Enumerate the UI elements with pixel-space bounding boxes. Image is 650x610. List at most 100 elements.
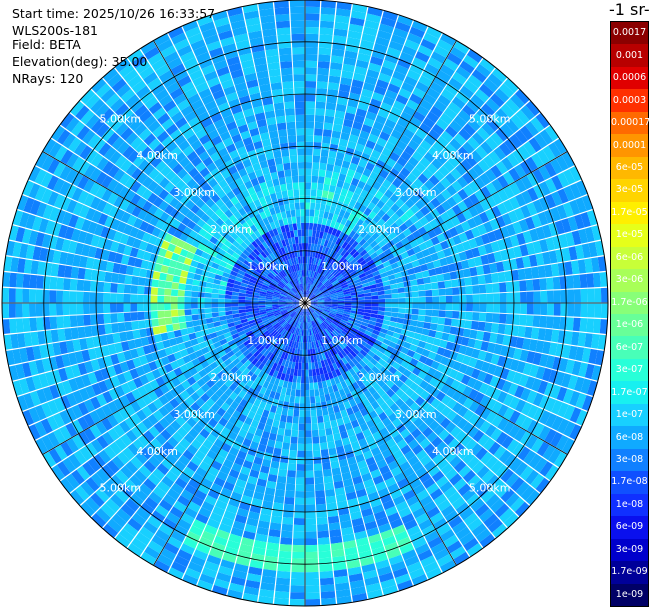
ppi-gate xyxy=(56,303,64,316)
ppi-gate xyxy=(322,232,328,240)
ppi-gate xyxy=(514,164,527,178)
ppi-gate xyxy=(336,311,344,316)
ppi-gate xyxy=(307,249,311,257)
ppi-gate xyxy=(381,125,394,136)
ppi-gate xyxy=(333,192,340,201)
ppi-gate xyxy=(359,259,367,267)
ppi-gate xyxy=(383,235,392,244)
ppi-gate xyxy=(211,303,219,308)
ppi-gate xyxy=(540,290,548,303)
ppi-gate xyxy=(305,290,307,297)
ppi-gate xyxy=(63,315,71,328)
ppi-gate xyxy=(305,20,320,28)
ppi-gate xyxy=(258,303,266,306)
ppi-gate xyxy=(516,360,526,374)
ppi-gate xyxy=(408,325,417,333)
ppi-gate xyxy=(423,151,436,163)
ppi-gate xyxy=(437,94,451,107)
ppi-gate xyxy=(512,280,520,292)
ppi-gate xyxy=(381,222,390,232)
ppi-gate xyxy=(296,376,301,384)
ppi-gate xyxy=(580,303,588,318)
ppi-gate xyxy=(472,312,480,321)
ppi-gate xyxy=(400,251,409,260)
ppi-gate xyxy=(430,344,439,354)
ppi-gate xyxy=(426,163,438,175)
ppi-gate xyxy=(384,265,393,272)
ppi-gate xyxy=(498,142,512,157)
ppi-gate xyxy=(491,178,503,192)
ppi-gate xyxy=(301,376,305,384)
ppi-gate xyxy=(344,219,352,228)
ppi-gate xyxy=(311,264,316,272)
ppi-gate xyxy=(349,286,357,291)
ppi-gate xyxy=(388,257,397,265)
ppi-gate xyxy=(312,229,317,238)
ppi-gate xyxy=(452,295,460,303)
ppi-gate xyxy=(204,308,212,314)
ppi-gate xyxy=(324,304,332,306)
ppi-gate xyxy=(306,290,308,298)
ppi-gate xyxy=(312,223,318,231)
ppi-gate xyxy=(341,70,354,80)
ppi-gate xyxy=(407,331,416,338)
ppi-gate xyxy=(532,352,542,366)
ppi-gate xyxy=(331,228,338,236)
ppi-gate xyxy=(449,326,458,335)
ppi-gate xyxy=(327,286,335,291)
ppi-gate xyxy=(197,292,205,298)
ppi-gate xyxy=(566,317,574,331)
ppi-gate xyxy=(341,284,349,289)
ppi-gate xyxy=(403,318,411,326)
ppi-gate xyxy=(286,476,296,485)
ppi-gate xyxy=(364,75,378,86)
ppi-gate xyxy=(497,355,507,367)
ppi-gate xyxy=(186,272,195,280)
ppi-gate xyxy=(357,311,365,316)
ppi-gate xyxy=(492,283,500,293)
ppi-gate xyxy=(533,291,541,303)
ppi-gate xyxy=(464,249,474,260)
ppi-gate xyxy=(591,257,600,273)
ppi-gate xyxy=(145,327,154,337)
ppi-gate xyxy=(551,329,560,343)
ppi-gate xyxy=(273,495,285,504)
ppi-gate xyxy=(294,497,305,505)
ppi-gate xyxy=(313,450,321,458)
ppi-gate xyxy=(295,477,305,485)
ppi-gate xyxy=(301,369,305,377)
ppi-gate xyxy=(211,288,219,294)
ppi-gate xyxy=(568,345,578,360)
ppi-gate xyxy=(365,111,377,121)
ppi-gate xyxy=(357,293,365,298)
ppi-gate xyxy=(432,338,442,347)
ppi-gate xyxy=(305,256,308,264)
ppi-gate xyxy=(397,58,412,70)
ppi-gate xyxy=(294,504,305,512)
ppi-gate xyxy=(529,228,539,242)
ppi-gate xyxy=(279,462,288,470)
ppi-gate xyxy=(371,49,386,60)
ppi-gate xyxy=(357,290,365,295)
ppi-gate xyxy=(315,230,321,238)
ppi-gate xyxy=(383,315,391,321)
ppi-gate xyxy=(411,308,419,315)
ppi-gate xyxy=(315,108,325,116)
ppi-gate xyxy=(371,295,379,300)
ppi-gate xyxy=(368,263,377,270)
ppi-gate xyxy=(388,40,404,52)
ppi-gate xyxy=(567,216,578,231)
ppi-gate xyxy=(285,490,295,498)
ppi-gate xyxy=(321,0,336,9)
ppi-gate xyxy=(562,388,574,404)
ppi-gate xyxy=(375,36,390,47)
ppi-gate xyxy=(411,260,420,268)
ppi-gate xyxy=(534,133,548,149)
ppi-gate xyxy=(319,162,327,171)
ppi-gate xyxy=(586,273,595,288)
ppi-gate xyxy=(390,336,399,344)
ppi-gate xyxy=(185,321,194,328)
ppi-gate xyxy=(371,299,379,303)
ppi-gate xyxy=(320,276,326,283)
ppi-gate xyxy=(490,353,500,365)
